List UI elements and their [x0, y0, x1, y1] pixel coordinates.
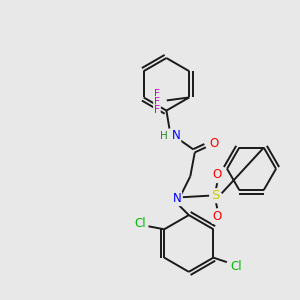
Text: N: N	[172, 192, 181, 205]
Text: O: O	[213, 210, 222, 223]
Text: H: H	[160, 131, 168, 141]
Text: Cl: Cl	[135, 217, 146, 230]
Text: O: O	[213, 168, 222, 181]
Text: Cl: Cl	[230, 260, 242, 272]
Text: F: F	[154, 97, 160, 107]
Text: N: N	[172, 130, 180, 142]
Text: O: O	[210, 137, 219, 150]
Text: F: F	[154, 105, 160, 115]
Text: S: S	[212, 189, 220, 202]
Text: F: F	[154, 88, 160, 99]
